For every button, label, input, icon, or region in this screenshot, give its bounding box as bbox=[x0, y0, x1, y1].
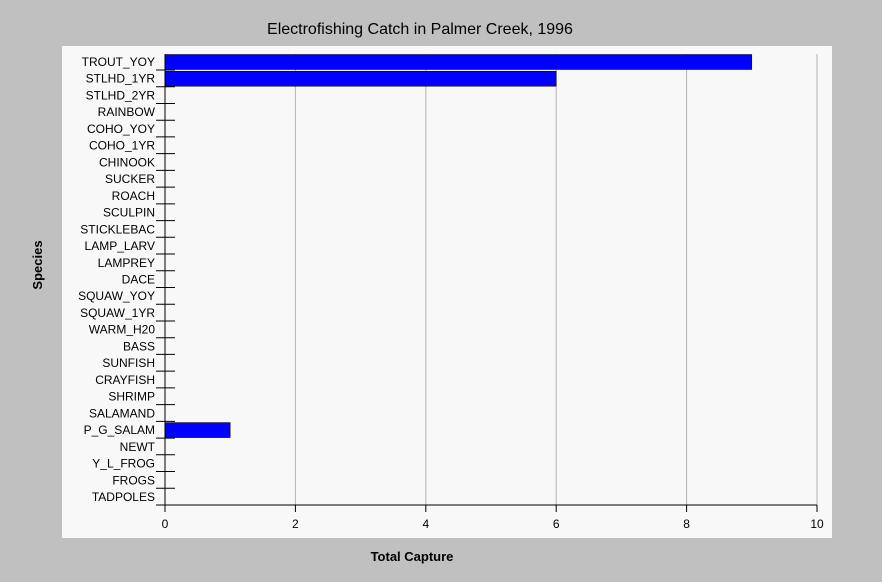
y-tick-label: COHO_YOY bbox=[87, 122, 155, 136]
y-tick-label: STLHD_1YR bbox=[86, 72, 156, 86]
y-tick-labels: TROUT_YOY STLHD_1YR STLHD_2YR RAINBOW COHO_Y… bbox=[78, 55, 156, 504]
y-tick-label: WARM_H20 bbox=[89, 323, 156, 337]
y-tick-label: STICKLEBAC bbox=[80, 222, 155, 236]
x-tick-label: 4 bbox=[422, 517, 429, 531]
y-tick-label: SUNFISH bbox=[102, 356, 155, 370]
y-tick-label: P_G_SALAM bbox=[84, 423, 155, 437]
y-tick-label: ROACH bbox=[112, 189, 155, 203]
chart-title: Electrofishing Catch in Palmer Creek, 19… bbox=[267, 21, 573, 38]
y-tick-label: BASS bbox=[123, 339, 155, 353]
y-tick-label: SUCKER bbox=[105, 172, 155, 186]
y-tick-label: TROUT_YOY bbox=[82, 55, 155, 69]
y-tick-label: LAMP_LARV bbox=[85, 239, 155, 253]
y-tick-label: NEWT bbox=[120, 440, 156, 454]
bars bbox=[164, 54, 753, 438]
x-tick-label: 10 bbox=[810, 517, 824, 531]
y-tick-label: SCULPIN bbox=[103, 206, 155, 220]
axes bbox=[156, 54, 818, 512]
y-tick-label: SALAMAND bbox=[89, 406, 155, 420]
y-tick-label: SHRIMP bbox=[108, 390, 155, 404]
y-tick-label: TADPOLES bbox=[92, 490, 155, 504]
x-tick-label: 0 bbox=[162, 517, 169, 531]
y-tick-label: CHINOOK bbox=[99, 155, 155, 169]
y-tick-label: FROGS bbox=[112, 473, 155, 487]
y-tick-label: LAMPREY bbox=[98, 256, 155, 270]
x-tick-label: 6 bbox=[553, 517, 560, 531]
bar bbox=[164, 422, 231, 438]
bar bbox=[164, 70, 557, 87]
grid-lines bbox=[294, 54, 818, 505]
plot-area bbox=[62, 46, 832, 538]
x-tick-labels: 0 2 4 6 8 10 bbox=[162, 517, 824, 531]
y-tick-label: SQUAW_1YR bbox=[80, 306, 155, 320]
y-tick-label: STLHD_2YR bbox=[86, 88, 156, 102]
y-axis-title: Species bbox=[30, 240, 45, 289]
y-tick-label: RAINBOW bbox=[98, 105, 156, 119]
bar bbox=[164, 54, 753, 70]
y-tick-label: Y_L_FROG bbox=[92, 457, 155, 471]
y-tick-label: COHO_1YR bbox=[89, 139, 155, 153]
x-tick-label: 8 bbox=[683, 517, 690, 531]
x-tick-label: 2 bbox=[292, 517, 299, 531]
x-axis-title: Total Capture bbox=[371, 549, 454, 564]
y-tick-label: SQUAW_YOY bbox=[78, 289, 155, 303]
y-tick-label: CRAYFISH bbox=[95, 373, 155, 387]
y-tick-label: DACE bbox=[122, 273, 155, 287]
